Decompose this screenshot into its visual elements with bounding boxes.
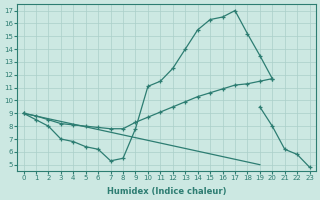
X-axis label: Humidex (Indice chaleur): Humidex (Indice chaleur) <box>107 187 226 196</box>
